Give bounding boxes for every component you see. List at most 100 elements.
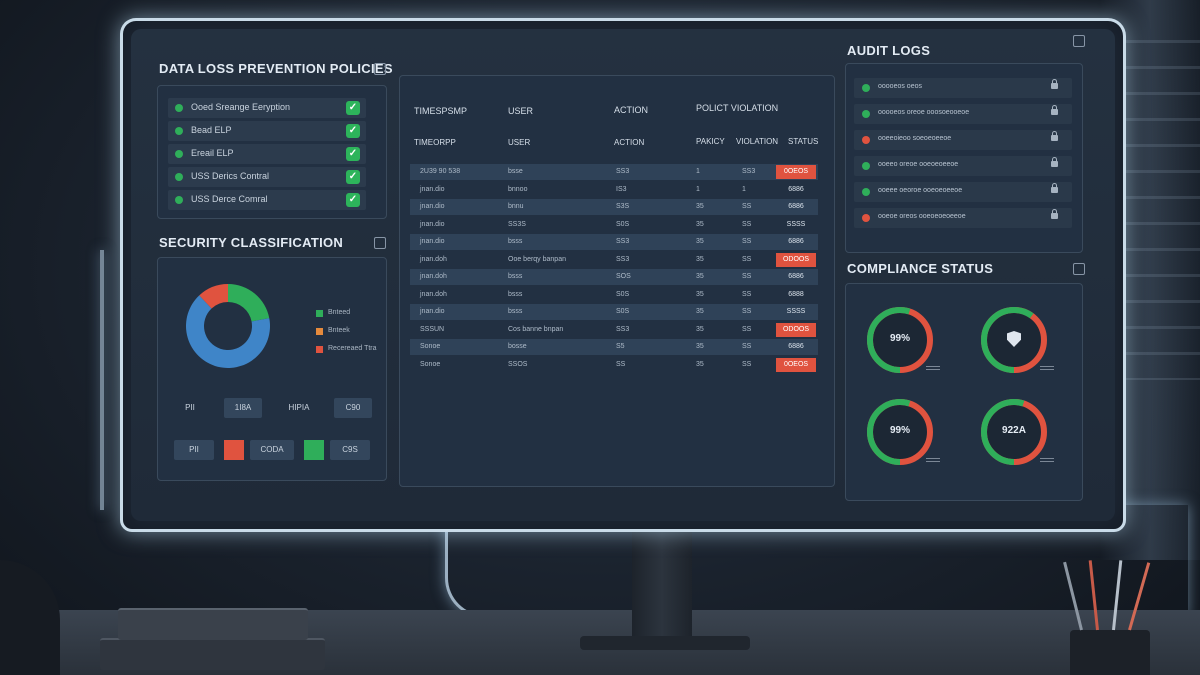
classification-tag[interactable]: PII (185, 403, 195, 412)
expand-icon[interactable] (1073, 35, 1085, 47)
status-badge[interactable]: 0OEOS (776, 165, 816, 179)
gauge-fill (867, 399, 933, 465)
policy-row[interactable]: Bead ELP ✓ (168, 121, 366, 141)
audit-log-label: ooeoe oreos ooeoeoeoeeoe (878, 213, 966, 220)
table-row[interactable]: SSSUN Cos banne bnpan SS3 35 SS ODOOS (410, 322, 818, 338)
color-swatch-green[interactable] (304, 440, 324, 460)
donut-segment-0[interactable] (228, 284, 270, 322)
cell-violation: SS (742, 343, 752, 350)
policy-label: Bead ELP (191, 125, 232, 135)
subheader-user[interactable]: USER (508, 138, 531, 147)
compliance-gauge[interactable] (864, 304, 936, 376)
cell-policy: 35 (696, 203, 704, 210)
donut-segment-2[interactable] (199, 284, 228, 309)
subheader-violation[interactable]: VIOLATION (736, 137, 779, 146)
checkmark-icon[interactable]: ✓ (346, 124, 360, 138)
status-dot-icon (175, 104, 183, 112)
table-row[interactable]: jnan.doh Ooe berqy banpan SS3 35 SS ODOOS (410, 252, 818, 268)
subheader-policy[interactable]: PAKICY (696, 137, 725, 146)
classification-tag[interactable]: HIPIA (288, 403, 310, 412)
header-timestamp: TIMESPSMP (414, 106, 468, 116)
status-dot-icon (175, 127, 183, 135)
table-row[interactable]: jnan.doh bsss S0S 35 SS 6888 (410, 287, 818, 303)
subheader-action[interactable]: ACTION (614, 138, 645, 147)
legend-label: Recereaed Ttra (328, 345, 377, 352)
gauge-fill (981, 399, 1047, 465)
expand-icon[interactable] (374, 237, 386, 249)
table-row[interactable]: 2U39 90 538 bsse SS3 1 SS3 0OEOS (410, 164, 818, 180)
dashboard-screen: DATA LOSS PREVENTION POLICIES Ooed Srean… (131, 29, 1115, 521)
status-dot-icon (175, 173, 183, 181)
gauge-value: 922A (1002, 425, 1026, 436)
table-row[interactable]: Sonoe SSOS SS 35 SS 0OEOS (410, 357, 818, 373)
compliance-gauge[interactable] (978, 396, 1050, 468)
status-badge[interactable]: SSSS (786, 308, 806, 315)
audit-log-row[interactable]: ooooeos oreoe ooosoeooeoe (854, 104, 1072, 124)
gauge-value: 99% (889, 425, 910, 436)
donut-segment-1[interactable] (186, 295, 270, 368)
book (118, 608, 308, 640)
shield-icon (862, 188, 870, 196)
audit-log-row[interactable]: ooeeo oreoe ooeoeoeeoe (854, 156, 1072, 176)
audit-log-row[interactable]: ooeee oeoroe ooeoeoeeoe (854, 182, 1072, 202)
classification-tag[interactable]: C9S (330, 440, 370, 460)
audit-log-row[interactable]: ooeoe oreos ooeoeoeoeeoe (854, 208, 1072, 228)
classification-tag[interactable]: CODA (250, 440, 294, 460)
status-badge[interactable]: SSSS (786, 220, 806, 228)
policy-row[interactable]: USS Derics Contral ✓ (168, 167, 366, 187)
compliance-gauge[interactable] (864, 396, 936, 468)
gauge-caption (1040, 366, 1054, 372)
status-badge[interactable]: 6886 (788, 238, 804, 245)
table-row[interactable]: Sonoe bosse S5 35 SS 6886 (410, 339, 818, 355)
expand-icon[interactable] (1073, 263, 1085, 275)
gauge-value: 99% (889, 333, 910, 344)
table-row[interactable]: jnan.dio SS3S S0S 35 SS SSSS (410, 217, 818, 233)
checkmark-icon[interactable]: ✓ (346, 147, 360, 161)
subheader-status[interactable]: STATUS (788, 137, 819, 146)
audit-log-row[interactable]: ooooeos oeos (854, 78, 1072, 98)
policy-row[interactable]: USS Derce Comral ✓ (168, 190, 366, 210)
status-badge[interactable]: 6886 (788, 343, 804, 350)
policy-label: USS Derce Comral (191, 194, 268, 204)
table-row[interactable]: jnan.dio bnnu S3S 35 SS 6886 (410, 199, 818, 215)
checkmark-icon[interactable]: ✓ (346, 170, 360, 184)
cell-action: SS3 (616, 168, 630, 175)
classification-tag[interactable]: PII (174, 440, 214, 460)
audit-log-label: ooeee oeoroe ooeoeoeeoe (878, 187, 963, 194)
status-badge[interactable]: 6886 (788, 203, 804, 210)
cell-policy: 35 (696, 290, 704, 298)
policy-row[interactable]: Ooed Sreange Eeryption ✓ (168, 98, 366, 118)
chair (0, 560, 60, 675)
cell-policy: 35 (696, 255, 704, 263)
audit-log-label: ooeeo oreoe ooeoeoeeoe (878, 161, 959, 168)
policy-row[interactable]: Ereail ELP ✓ (168, 144, 366, 164)
status-badge[interactable]: 6886 (788, 273, 804, 280)
classification-tag[interactable]: C90 (334, 398, 372, 418)
legend-swatch (316, 328, 323, 335)
cell-user: Cos banne bnpan (508, 325, 564, 333)
status-badge[interactable]: 6888 (788, 290, 804, 298)
status-badge[interactable]: ODOOS (776, 322, 816, 337)
cell-action: SS3 (616, 255, 630, 263)
table-row[interactable]: jnan.dio bsss S0S 35 SS SSSS (410, 304, 818, 320)
table-row[interactable]: jnan.dio bsss SS3 35 SS 6886 (410, 234, 818, 250)
checkmark-icon[interactable]: ✓ (346, 193, 360, 207)
expand-icon[interactable] (374, 63, 386, 75)
cell-user: bnnoo (508, 185, 528, 193)
classification-tag[interactable]: 1I8A (224, 398, 262, 418)
checkmark-icon[interactable]: ✓ (346, 101, 360, 115)
status-badge[interactable]: ODOOS (776, 252, 816, 267)
gauge-caption (926, 458, 940, 464)
subheader-timestamp[interactable]: TIMEORPP (414, 138, 456, 147)
table-row[interactable]: jnan.dio bnnoo IS3 1 1 6886 (410, 182, 818, 198)
cell-violation: SS (742, 203, 752, 210)
color-swatch-red[interactable] (224, 440, 244, 460)
audit-log-row[interactable]: ooeeoieoo soeoeoeeoe (854, 130, 1072, 150)
cell-user: Ooe berqy banpan (508, 255, 566, 263)
audit-logs-panel: ooooeos oeos ooooeos oreoe ooosoeooeoe ooe… (845, 63, 1083, 253)
table-row[interactable]: jnan.doh bsss SOS 35 SS 6886 (410, 269, 818, 285)
status-badge[interactable]: 0OEOS (776, 357, 816, 372)
pencil-cup (1063, 560, 1151, 675)
status-badge[interactable]: 6886 (788, 185, 804, 193)
cell-timestamp: Sonoe (420, 360, 441, 368)
